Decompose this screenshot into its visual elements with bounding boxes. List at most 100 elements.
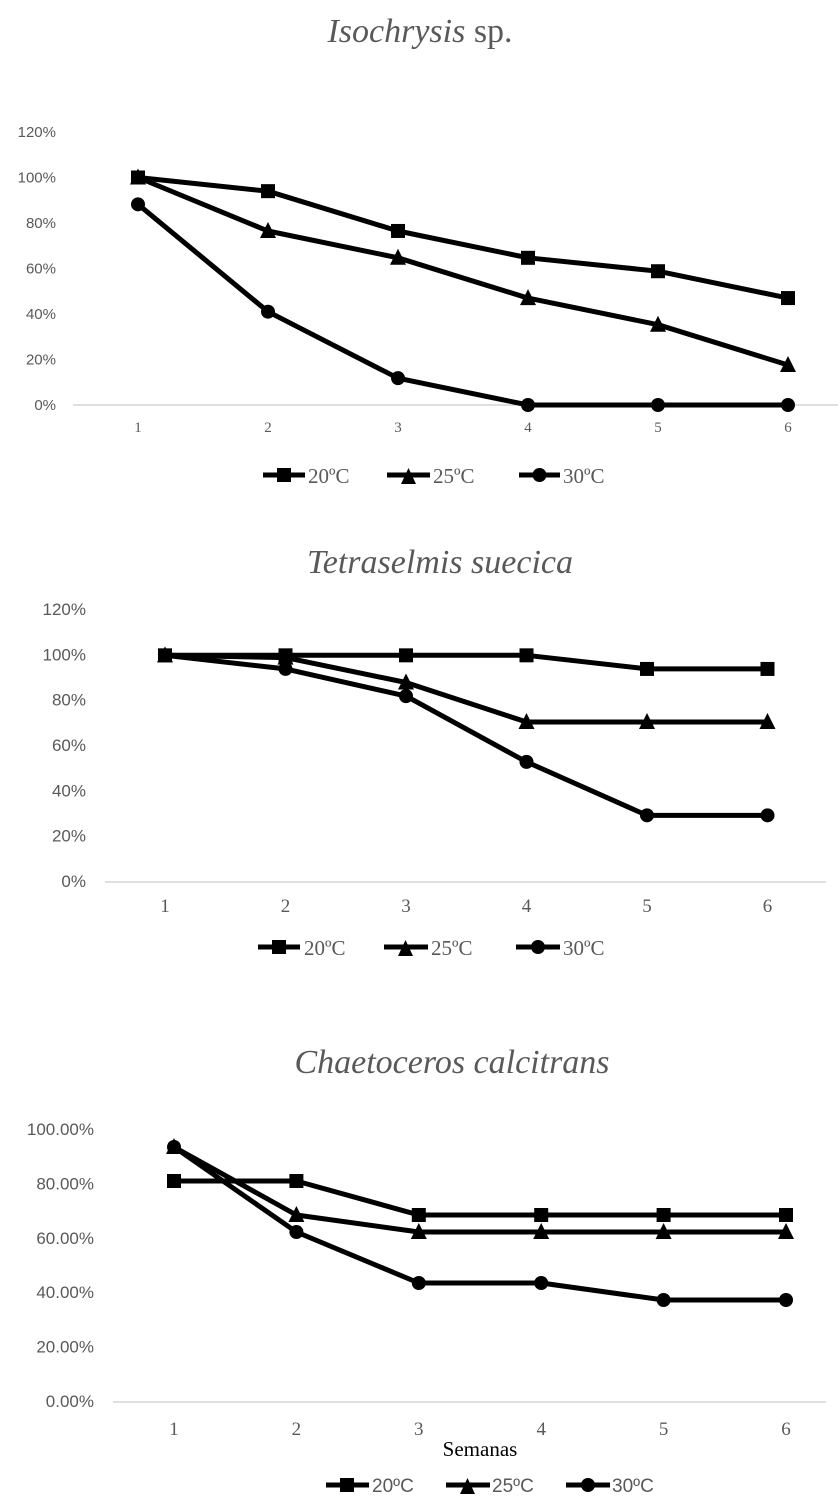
square-marker: [399, 648, 413, 663]
circle-marker: [534, 1276, 549, 1290]
square-marker: [760, 661, 775, 676]
y-tick-label: 40%: [52, 781, 86, 800]
triangle-marker: [778, 1223, 794, 1239]
triangle-marker: [655, 1223, 672, 1239]
legend-item-30c: 30ºC: [519, 464, 605, 488]
triangle-marker: [759, 712, 776, 729]
y-tick-labels: 0% 20% 40% 60% 80% 100% 120%: [18, 124, 56, 414]
circle-marker: [781, 398, 795, 412]
x-tick-label: 1: [169, 1419, 179, 1440]
triangle-marker: [288, 1206, 305, 1222]
legend-label: 20ºC: [308, 464, 350, 488]
circle-marker: [261, 304, 275, 319]
circle-marker: [779, 1293, 793, 1307]
x-tick-label: 1: [160, 896, 170, 917]
y-tick-label: 120%: [43, 600, 86, 619]
triangle-marker: [650, 315, 666, 332]
chart-isochrysis: Isochrysis sp. 0% 20% 40% 60% 80% 100% 120% 1 2…: [18, 13, 838, 488]
legend-label: 30ºC: [563, 464, 605, 488]
y-tick-label: 60%: [52, 736, 86, 755]
series-line-triangle: [137, 175, 789, 368]
circle-marker: [519, 754, 534, 769]
y-tick-label: 80.00%: [36, 1174, 94, 1193]
x-tick-label: 4: [524, 420, 532, 436]
y-tick-label: 80%: [26, 215, 56, 232]
y-tick-label: 60%: [26, 261, 56, 278]
square-marker: [167, 1174, 181, 1188]
y-tick-label: 0%: [34, 397, 56, 414]
circle-marker: [656, 1293, 671, 1307]
legend-label: 25ºC: [433, 464, 475, 488]
square-marker: [521, 250, 535, 265]
plot-area: [130, 168, 796, 412]
legend-item-25c: 25ºC: [387, 464, 475, 488]
triangle-marker: [518, 712, 535, 729]
legend-item-25c: 25ºC: [384, 936, 473, 960]
triangle-marker: [398, 673, 414, 690]
circle-marker: [640, 808, 654, 823]
series-line-square: [174, 1178, 786, 1218]
legend-label: 30ºC: [563, 936, 605, 960]
triangle-marker: [533, 1223, 550, 1239]
x-tick-label: 2: [264, 420, 272, 436]
x-tick-label: 6: [784, 420, 792, 436]
legend: 20ºC 25ºC 30ºC: [326, 1476, 654, 1497]
legend-label: 20ºC: [372, 1476, 414, 1497]
y-tick-labels: 0% 20% 40% 60% 80% 100% 120%: [43, 600, 86, 891]
legend-item-25c: 25ºC: [446, 1476, 534, 1497]
x-tick-labels: 1 2 3 4 5 6: [169, 1419, 791, 1440]
legend: 20ºC 25ºC 30ºC: [263, 464, 605, 488]
square-marker: [779, 1208, 793, 1222]
circle-marker: [651, 398, 665, 412]
x-tick-label: 4: [522, 896, 532, 917]
circle-marker: [760, 808, 775, 823]
square-marker: [656, 1208, 671, 1222]
legend: 20ºC 25ºC 30ºC: [258, 936, 605, 960]
square-marker: [411, 1208, 426, 1222]
circle-marker: [158, 648, 172, 663]
x-tick-label: 4: [536, 1419, 546, 1440]
circle-marker: [521, 398, 535, 412]
x-tick-label: 6: [763, 896, 773, 917]
triangle-marker: [260, 221, 276, 238]
triangle-marker: [130, 168, 146, 185]
circle-marker: [399, 689, 413, 704]
square-marker: [289, 1174, 304, 1188]
x-tick-label: 6: [781, 1419, 791, 1440]
triangle-marker: [520, 289, 536, 306]
x-tick-labels: 1 2 3 4 5 6: [134, 420, 792, 436]
series-line-triangle: [172, 1144, 786, 1235]
x-tick-label: 1: [134, 420, 142, 436]
legend-item-30c: 30ºC: [566, 1476, 654, 1497]
plot-area: [166, 1138, 794, 1307]
square-marker: [651, 264, 665, 279]
chart-tetraselmis: Tetraselmis suecica 0%20%40%60%80%100%12…: [43, 544, 826, 960]
y-tick-label: 100%: [43, 645, 86, 664]
series-line-circle: [164, 652, 768, 818]
y-tick-label: 40%: [26, 306, 56, 323]
chart-title: Isochrysis sp.: [326, 13, 512, 50]
x-tick-label: 5: [642, 896, 652, 917]
y-tick-label: 0.00%: [46, 1392, 94, 1411]
legend-label: 25ºC: [492, 1476, 534, 1497]
legend-item-20c: 20ºC: [326, 1476, 414, 1497]
circle-marker: [278, 661, 293, 676]
triangle-marker: [410, 1223, 427, 1239]
legend-item-30c: 30ºC: [516, 936, 605, 960]
series-line-square: [137, 175, 789, 301]
y-tick-label: 40.00%: [36, 1283, 94, 1302]
circle-marker: [411, 1276, 426, 1290]
x-tick-label: 3: [401, 896, 411, 917]
square-marker: [534, 1208, 549, 1222]
plot-area: [157, 646, 776, 823]
x-tick-label: 5: [659, 1419, 669, 1440]
y-tick-label: 100%: [18, 170, 56, 187]
legend-label: 25ºC: [431, 936, 473, 960]
y-tick-labels: 0.00% 20.00% 40.00% 60.00% 80.00% 100.00%: [27, 1120, 94, 1411]
x-tick-label: 2: [281, 896, 291, 917]
x-tick-label: 3: [414, 1419, 424, 1440]
series-line-triangle: [164, 652, 768, 725]
square-marker: [640, 661, 654, 676]
x-tick-label: 3: [394, 420, 402, 436]
